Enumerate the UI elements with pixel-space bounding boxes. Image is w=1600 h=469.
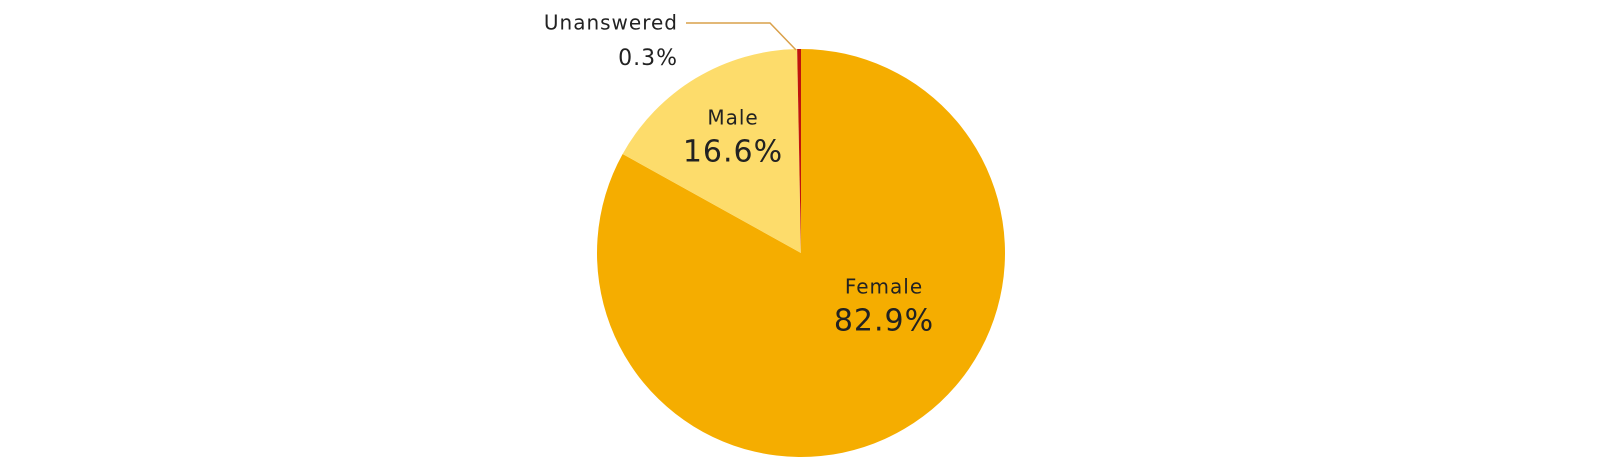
slice-label: Male (707, 106, 758, 130)
pie-slice (622, 49, 801, 254)
pie-slice (797, 49, 801, 253)
value-label: 0.3% (618, 46, 678, 71)
value-label: 16.6% (683, 135, 783, 170)
value-label: 82.9% (834, 304, 934, 339)
slice-label: Unanswered (544, 11, 678, 35)
pie-slice (597, 49, 1006, 458)
slice-label: Female (845, 275, 923, 299)
leader-line (686, 22, 797, 51)
